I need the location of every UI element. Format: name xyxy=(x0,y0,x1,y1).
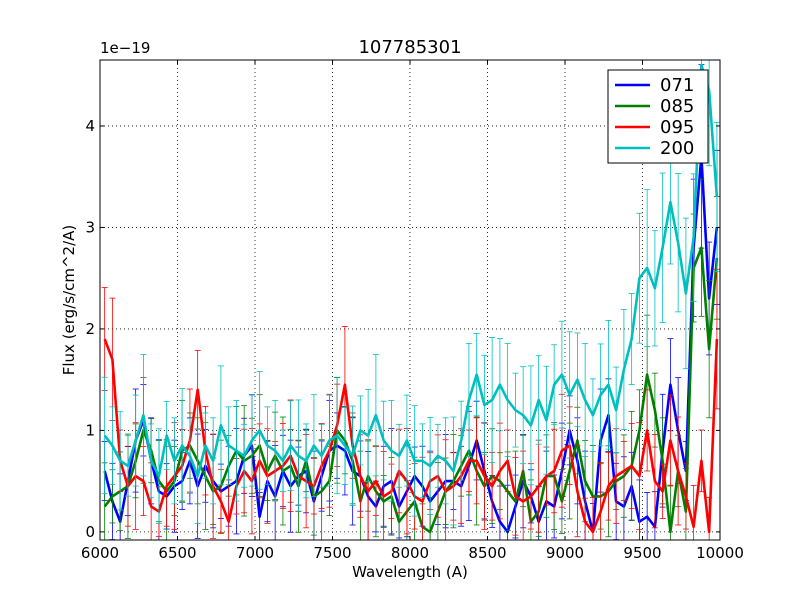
series-line-071 xyxy=(103,155,719,534)
chart-title: 107785301 xyxy=(358,37,461,58)
y-offset-text: 1e−19 xyxy=(100,39,150,57)
x-tick-label: 6000 xyxy=(81,544,119,562)
legend-label-071: 071 xyxy=(660,75,694,96)
x-tick-label: 7000 xyxy=(236,544,274,562)
y-tick-label: 2 xyxy=(85,320,95,338)
series-line-095 xyxy=(103,338,719,534)
x-axis-label: Wavelength (A) xyxy=(352,563,468,581)
y-tick-label: 1 xyxy=(85,421,95,439)
x-tick-label: 6500 xyxy=(158,544,196,562)
x-tick-label: 10000 xyxy=(696,544,744,562)
y-tick-label: 4 xyxy=(85,117,95,135)
legend-label-095: 095 xyxy=(660,117,694,138)
y-axis-label: Flux (erg/s/cm^2/A) xyxy=(60,225,78,376)
y-tick-label: 0 xyxy=(85,523,95,541)
x-tick-label: 9000 xyxy=(546,544,584,562)
series-line-200 xyxy=(103,63,719,478)
series-layer xyxy=(101,60,720,540)
x-tick-label: 8000 xyxy=(391,544,429,562)
y-tick-label: 3 xyxy=(85,218,95,236)
legend-label-085: 085 xyxy=(660,96,694,117)
series-200 xyxy=(101,60,720,526)
ticks: 6000 6500 7000 7500 8000 8500 9000 9500 10000 0 1 2… xyxy=(81,60,744,562)
x-tick-label: 8500 xyxy=(468,544,506,562)
x-tick-label: 9500 xyxy=(623,544,661,562)
legend-label-200: 200 xyxy=(660,138,694,159)
x-tick-label: 7500 xyxy=(313,544,351,562)
